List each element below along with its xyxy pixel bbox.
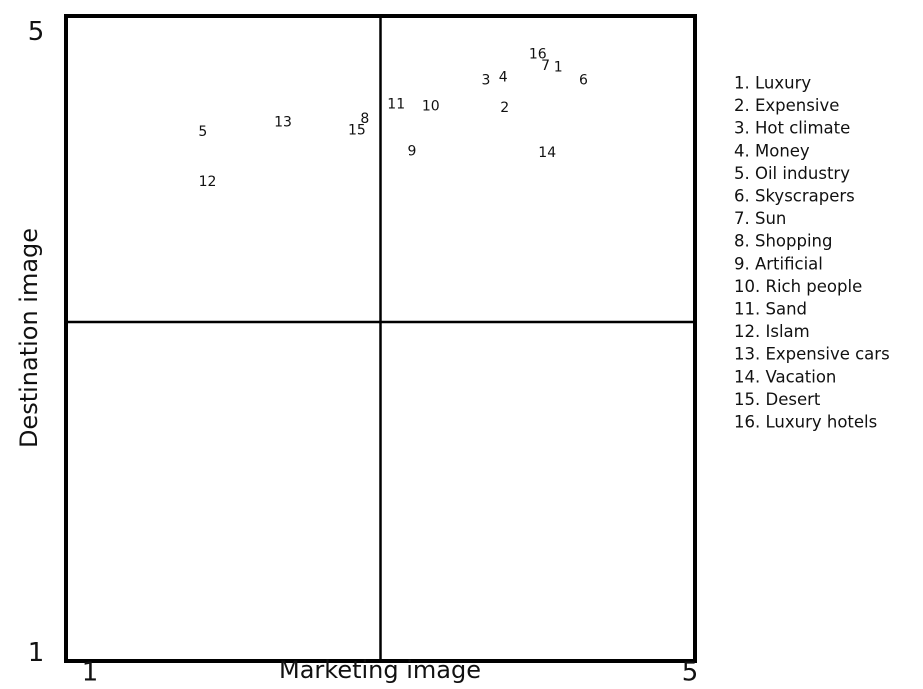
data-point-label: 1	[554, 60, 563, 76]
data-point-label: 14	[538, 145, 556, 161]
legend-entry: 5. Oil industry	[734, 164, 850, 183]
x-tick-left: 1	[82, 658, 99, 685]
legend-entry: 16. Luxury hotels	[734, 413, 877, 432]
legend-entry: 2. Expensive	[734, 96, 839, 115]
data-point-label: 8	[360, 111, 369, 127]
y-axis-title: Destination image	[15, 228, 43, 448]
legend: 1. Luxury 2. Expensive 3. Hot climate 4. Mo…	[734, 74, 890, 432]
data-point-label: 11	[387, 97, 405, 113]
data-point-label: 13	[274, 114, 292, 130]
data-point-label: 5	[198, 124, 207, 140]
y-tick-bottom: 1	[28, 638, 45, 668]
legend-entry: 3. Hot climate	[734, 119, 850, 138]
legend-entry: 6. Skyscrapers	[734, 187, 855, 206]
data-point-label: 15	[348, 123, 366, 139]
x-tick-right: 5	[682, 658, 699, 685]
data-point-label: 4	[499, 69, 508, 85]
legend-entry: 15. Desert	[734, 390, 821, 409]
legend-entry: 12. Islam	[734, 322, 810, 341]
legend-entry: 7. Sun	[734, 209, 786, 228]
legend-entry: 8. Shopping	[734, 232, 832, 251]
x-axis-title: Marketing image	[279, 656, 481, 684]
legend-entry: 9. Artificial	[734, 254, 823, 273]
data-point-label: 3	[481, 73, 490, 89]
data-point-label: 12	[199, 174, 217, 190]
legend-entry: 1. Luxury	[734, 74, 811, 93]
data-point-label: 9	[408, 143, 417, 159]
legend-entry: 11. Sand	[734, 300, 807, 319]
data-point-label: 2	[500, 100, 509, 116]
data-point-label: 7	[541, 58, 550, 74]
data-point-label: 6	[579, 73, 588, 89]
y-tick-top: 5	[28, 17, 45, 47]
data-point-label: 16	[529, 47, 547, 63]
legend-entry: 13. Expensive cars	[734, 345, 890, 364]
legend-entry: 10. Rich people	[734, 277, 862, 296]
data-point-label: 10	[422, 98, 440, 114]
legend-entry: 14. Vacation	[734, 367, 836, 386]
legend-entry: 4. Money	[734, 141, 810, 160]
